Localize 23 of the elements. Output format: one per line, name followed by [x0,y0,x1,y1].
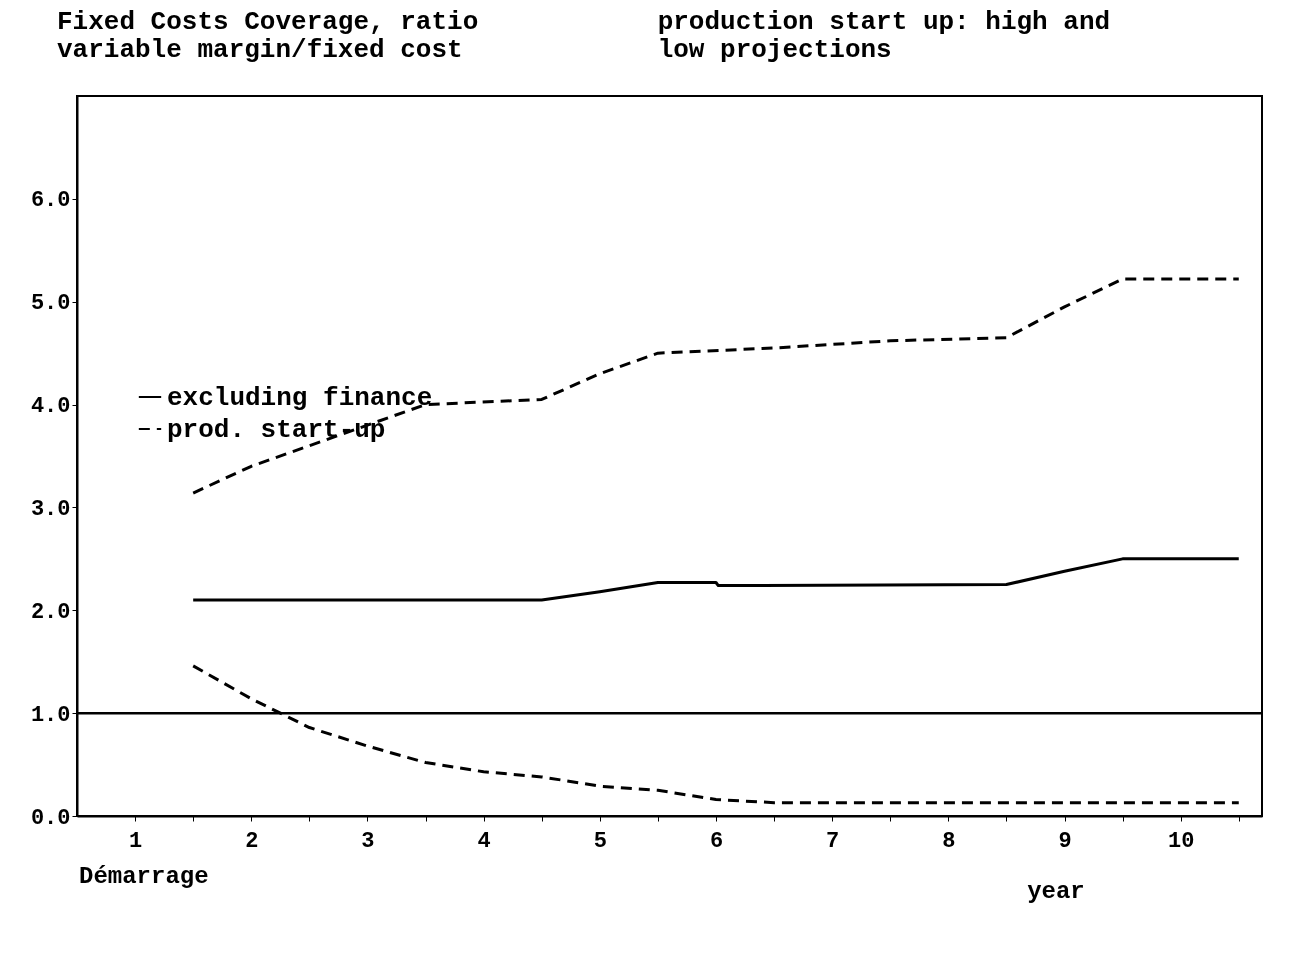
y-tick-label: 6.0 [30,188,71,214]
x-tick-label: 4 [477,828,491,854]
x-tick-label: 6 [709,828,724,854]
y-tick-label: 0.0 [30,805,71,831]
y-tick-label: 4.0 [30,394,71,420]
x-tick-label: 9 [1058,828,1072,854]
x-tick-label: 7 [826,828,840,854]
x-tick-label: 2 [245,828,259,854]
y-tick-label: 3.0 [30,496,71,522]
x-tick-label: 5 [593,828,607,854]
x-tick-label: 3 [361,828,375,854]
line-series [191,557,1241,602]
chart-subtitle: production start up: high and low projections [657,7,1111,65]
y-tick-label: 2.0 [30,599,71,625]
y-tick-label: 1.0 [30,702,71,728]
x-tick-label: 8 [942,828,956,854]
y-tick-label: 5.0 [30,291,71,317]
x-axis-title: year [1027,877,1085,905]
text: Démarrage [79,863,209,890]
chart-title: Fixed Costs Coverage, ratio variable margin/fixed cost [57,7,479,65]
x-tick-label: 10 [1167,828,1195,854]
legend-label: excluding finance [167,383,433,413]
x-tick-label: 1 [128,828,143,854]
